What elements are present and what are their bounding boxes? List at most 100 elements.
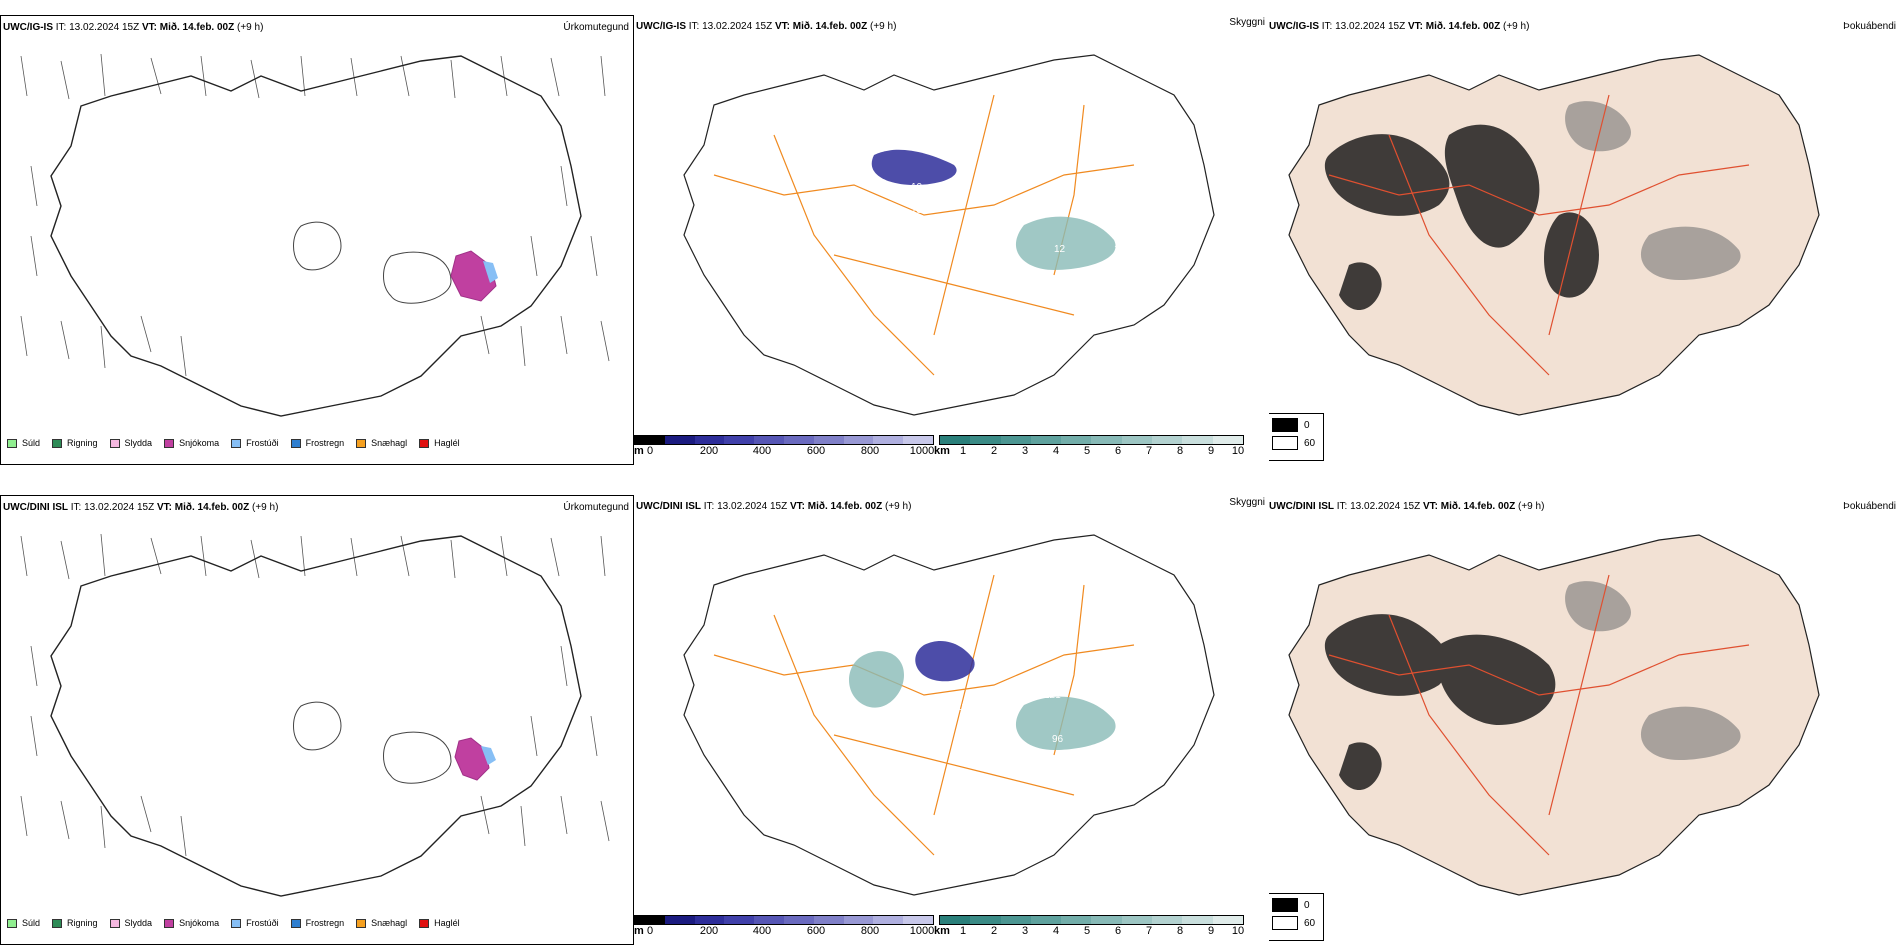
visibility-panel-row2: UWC/DINI ISL IT: 13.02.2024 15Z VT: Mið.… xyxy=(634,495,1269,945)
road-network xyxy=(713,94,1135,376)
visibility-scale: km 1 2 3 4 5 6 7 8 9 10 xyxy=(934,435,1244,457)
legend-label: Snjókoma xyxy=(179,918,220,928)
it-label: IT: xyxy=(1336,501,1348,512)
it-label: IT: xyxy=(688,21,700,32)
scale-tick: 1 xyxy=(959,925,967,937)
visibility-scale-ticks: km 1 2 3 4 5 6 7 8 9 10 xyxy=(934,445,1244,457)
legend-label: Frostregn xyxy=(305,438,345,448)
precip-map xyxy=(20,533,610,897)
scale-tick: 8 xyxy=(1176,925,1184,937)
map-value-label: 12 xyxy=(956,702,968,713)
panel-title: Skyggni xyxy=(1229,497,1265,508)
fog-dark-areas xyxy=(1324,614,1556,790)
vt-value: Mið. 14.feb. 00Z xyxy=(174,502,250,513)
height-unit: m xyxy=(634,925,644,937)
scale-tick: 800 xyxy=(860,445,880,457)
map-value-label: 70 xyxy=(1086,131,1098,142)
legend-label: Slydda xyxy=(124,918,153,928)
legend-item: Slydda xyxy=(109,918,153,928)
legend-label: 0 xyxy=(1304,899,1310,911)
height-scale-ticks: m 0 200 400 600 800 1000 xyxy=(634,445,934,457)
legend-item: Frostúði xyxy=(231,918,279,928)
model-name: UWC/IG-IS xyxy=(636,21,686,32)
scale-tick: 1 xyxy=(959,445,967,457)
legend-label: Frostregn xyxy=(305,918,345,928)
panel-header: UWC/DINI ISL IT: 13.02.2024 15Z VT: Mið.… xyxy=(3,502,278,514)
map-value-label: 17 xyxy=(1114,244,1126,255)
map-value-label: 96 xyxy=(1052,734,1064,745)
legend-label: Súld xyxy=(22,438,41,448)
scale-tick: 10 xyxy=(1231,925,1245,937)
visibility-unit: km xyxy=(934,925,950,937)
scale-tick: 6 xyxy=(1114,445,1122,457)
panel-header: UWC/IG-IS IT: 13.02.2024 15Z VT: Mið. 14… xyxy=(3,22,263,34)
legend-item: Frostregn xyxy=(290,918,345,928)
legend-swatch xyxy=(7,438,17,448)
panel-title: Úrkomutegund xyxy=(563,22,629,33)
scale-tick: 9 xyxy=(1207,925,1215,937)
scale-tick: 7 xyxy=(1145,445,1153,457)
height-scale: m 0 200 400 600 800 1000 xyxy=(634,435,934,457)
legend-label: Frostúði xyxy=(246,918,279,928)
panel-header: UWC/IG-IS IT: 13.02.2024 15Z VT: Mið. 14… xyxy=(636,21,896,33)
lead-time: (+9 h) xyxy=(870,21,897,32)
teal-visibility-area xyxy=(849,651,1116,750)
fog-legend-row: 0 xyxy=(1272,418,1318,432)
map-value-label: 13 xyxy=(911,205,923,216)
fog-map xyxy=(1288,54,1820,416)
precip-type-panel-row2: UWC/DINI ISL IT: 13.02.2024 15Z VT: Mið.… xyxy=(0,495,634,945)
scale-tick: 0 xyxy=(646,445,654,457)
height-scale-colors xyxy=(634,915,934,925)
fog-grey-areas xyxy=(1565,581,1741,760)
legend-item: Súld xyxy=(7,918,40,928)
visibility-scale-ticks: km 1 2 3 4 5 6 7 8 9 10 xyxy=(934,925,1245,937)
scale-tick: 9 xyxy=(1207,445,1215,457)
teal-visibility-area xyxy=(1015,216,1116,270)
visibility-panel-row1: UWC/IG-IS IT: 13.02.2024 15Z VT: Mið. 14… xyxy=(634,15,1269,465)
fog-legend-row: 0 xyxy=(1272,898,1318,912)
scale-tick: 400 xyxy=(752,925,772,937)
scale-tick: 2 xyxy=(990,445,998,457)
scale-tick: 0 xyxy=(646,925,654,937)
visibility-unit: km xyxy=(934,445,950,457)
road-network xyxy=(713,574,1135,856)
legend-label: 0 xyxy=(1304,419,1310,431)
frost-patch xyxy=(483,261,498,283)
legend-label: 60 xyxy=(1304,437,1316,449)
legend-label: Frostúði xyxy=(246,438,279,448)
map-value-label: 27 xyxy=(916,715,928,726)
wind-barbs xyxy=(20,533,610,857)
legend-label: Snæhagl xyxy=(371,918,408,928)
scale-tick: 800 xyxy=(860,925,880,937)
lead-time: (+9 h) xyxy=(252,502,279,513)
map-value-label: 121 xyxy=(1044,690,1061,701)
scale-tick: 8 xyxy=(1176,445,1184,457)
legend-label: Snæhagl xyxy=(371,438,408,448)
it-value: 13.02.2024 15Z xyxy=(1350,501,1421,512)
glacier-outlines xyxy=(293,221,452,304)
scale-tick: 200 xyxy=(699,925,719,937)
height-scale-colors xyxy=(634,435,934,445)
it-value: 13.02.2024 15Z xyxy=(702,21,773,32)
panel-header: UWC/DINI ISL IT: 13.02.2024 15Z VT: Mið.… xyxy=(636,501,911,513)
it-label: IT: xyxy=(1321,21,1333,32)
scale-tick: 3 xyxy=(1021,925,1029,937)
visibility-map: 10 13 96 12 17 70 xyxy=(683,54,1215,416)
legend-label: Súld xyxy=(22,918,41,928)
model-name: UWC/DINI ISL xyxy=(1269,501,1334,512)
iceland-outline xyxy=(683,54,1215,416)
legend-item: Frostúði xyxy=(231,438,279,448)
fog-map xyxy=(1288,534,1820,896)
legend-label: Rigning xyxy=(67,438,98,448)
fog-panel-row2: UWC/DINI ISL IT: 13.02.2024 15Z VT: Mið.… xyxy=(1269,495,1900,945)
visibility-scale: km 1 2 3 4 5 6 7 8 9 10 xyxy=(934,915,1245,937)
glacier-outlines xyxy=(293,701,452,784)
legend-swatch xyxy=(1272,898,1298,912)
it-label: IT: xyxy=(55,22,67,33)
legend-label: Haglél xyxy=(434,438,460,448)
precip-legend: Súld Rigning Slydda Snjókoma Frostúði Fr… xyxy=(7,438,472,448)
legend-swatch xyxy=(290,918,301,928)
lead-time: (+9 h) xyxy=(237,22,264,33)
scale-tick: 1000 xyxy=(909,445,935,457)
frost-patch xyxy=(481,746,496,765)
